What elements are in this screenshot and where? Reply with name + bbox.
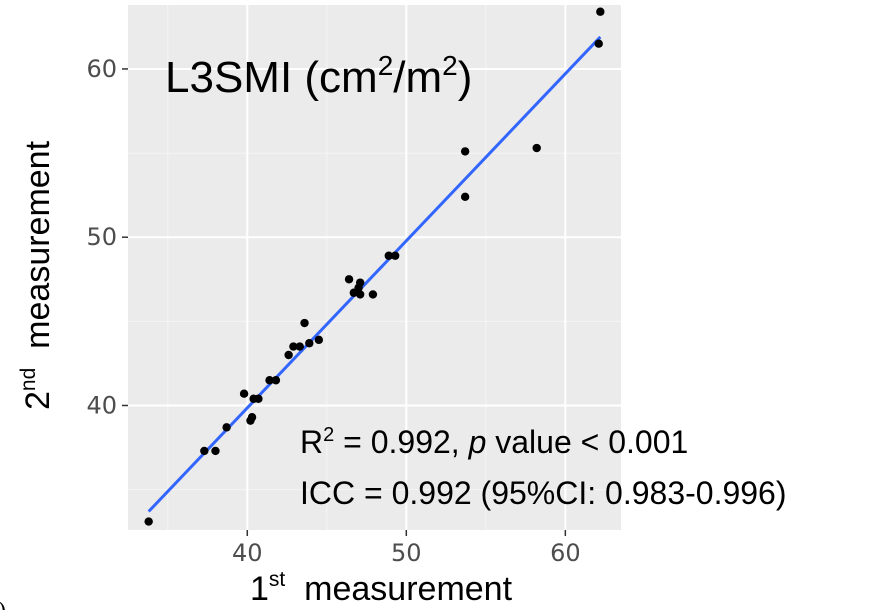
- data-point: [211, 446, 220, 456]
- chart-title-end: ): [458, 53, 473, 102]
- annotation-r2-mid: = 0.992,: [334, 424, 468, 460]
- data-point: [390, 251, 400, 260]
- data-point: [460, 147, 470, 156]
- chart-title-main: L3SMI (cm: [165, 53, 378, 102]
- data-point: [460, 192, 470, 202]
- y-axis-ticks: [122, 68, 128, 407]
- data-points: [144, 7, 605, 526]
- annotation-r2-italic: p: [468, 424, 487, 460]
- y-axis-label-rest: measurement: [19, 140, 57, 367]
- y-axis-label-main: 2: [19, 391, 57, 410]
- chart-title-sup1: 2: [378, 50, 394, 81]
- x-axis-label-main: 1: [250, 570, 269, 608]
- data-point: [295, 342, 304, 351]
- data-point: [200, 446, 209, 456]
- data-point: [284, 350, 293, 360]
- y-axis-label: 2nd measurement: [17, 140, 57, 410]
- annotation-r2: R2 = 0.992, p value < 0.001: [300, 424, 688, 460]
- y-tick-label: 40: [86, 391, 117, 419]
- x-axis-ticks: [246, 530, 567, 536]
- x-axis-label: 1st measurement: [250, 568, 513, 608]
- data-point: [596, 7, 605, 16]
- data-point: [368, 290, 378, 299]
- panel-label: b): [0, 598, 6, 610]
- x-tick-label: 60: [550, 539, 581, 567]
- data-point: [222, 423, 231, 432]
- data-point: [289, 342, 298, 351]
- annotation-r2-post: value < 0.001: [486, 424, 688, 460]
- data-point: [271, 376, 281, 385]
- y-tick-label: 50: [86, 223, 117, 251]
- chart-title: L3SMI (cm2/m2): [165, 50, 472, 102]
- data-point: [384, 251, 394, 260]
- data-point: [532, 143, 541, 153]
- data-point: [314, 335, 324, 345]
- annotation-r2-sup: 2: [323, 424, 334, 446]
- annotation-icc: ICC = 0.992 (95%CI: 0.983-0.996): [300, 475, 787, 511]
- data-point: [144, 517, 153, 526]
- chart-title-mid: /m: [393, 53, 442, 102]
- chart-title-sup2: 2: [442, 50, 458, 81]
- x-axis-label-sup: st: [269, 568, 286, 591]
- data-point: [239, 389, 249, 398]
- minor-gridlines: [128, 5, 621, 530]
- data-point: [355, 290, 365, 299]
- regression-line: [147, 35, 602, 513]
- data-point: [355, 278, 365, 287]
- data-point: [344, 275, 354, 284]
- annotation-r2-pre: R: [300, 424, 323, 460]
- y-axis-label-sup: nd: [17, 368, 40, 391]
- x-axis-tick-labels: 40 50 60: [232, 539, 581, 567]
- x-tick-label: 50: [391, 539, 422, 567]
- y-tick-label: 60: [86, 55, 117, 83]
- data-point: [300, 318, 309, 328]
- data-point: [594, 39, 603, 48]
- y-axis-tick-labels: 40 50 60: [86, 55, 117, 420]
- data-point: [247, 413, 257, 422]
- plot-panel: [128, 5, 621, 530]
- major-gridlines: [128, 5, 621, 530]
- data-point: [265, 376, 274, 385]
- x-axis-label-rest: measurement: [285, 570, 512, 608]
- data-point: [305, 339, 314, 348]
- x-tick-label: 40: [232, 539, 263, 567]
- data-point: [254, 394, 263, 403]
